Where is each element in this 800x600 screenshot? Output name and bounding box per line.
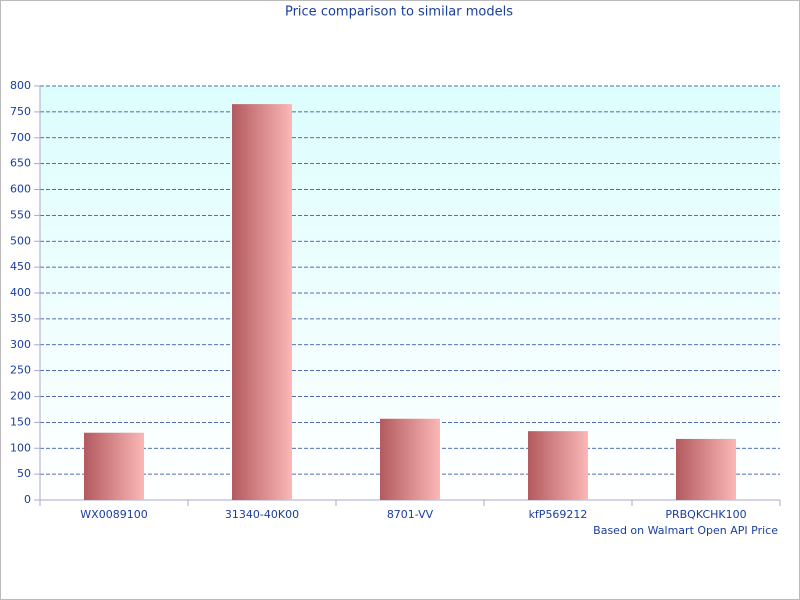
y-tick-label: 800 — [10, 79, 31, 92]
y-tick-label: 450 — [10, 260, 31, 273]
y-tick-label: 750 — [10, 105, 31, 118]
x-tick-label: WX0089100 — [80, 508, 147, 521]
y-tick-label: 650 — [10, 157, 31, 170]
bar — [380, 418, 440, 500]
y-tick-label: 400 — [10, 286, 31, 299]
note: Based on Walmart Open API Price — [593, 524, 778, 537]
y-tick-label: 0 — [24, 493, 31, 506]
bar — [232, 104, 292, 501]
bar — [676, 438, 736, 500]
bar — [84, 432, 144, 500]
y-tick-label: 200 — [10, 390, 31, 403]
y-tick-label: 600 — [10, 183, 31, 196]
y-tick-label: 550 — [10, 208, 31, 221]
y-tick-label: 100 — [10, 441, 31, 454]
x-tick-label: kfP569212 — [529, 508, 588, 521]
y-tick-label: 700 — [10, 131, 31, 144]
x-tick-label: PRBQKCHK100 — [665, 508, 746, 521]
y-tick-label: 150 — [10, 415, 31, 428]
y-tick-label: 300 — [10, 338, 31, 351]
x-tick-label: 8701-VV — [387, 508, 434, 521]
chart-title: Price comparison to similar models — [285, 5, 513, 20]
y-tick-label: 350 — [10, 312, 31, 325]
y-tick-label: 50 — [17, 467, 31, 480]
bar — [528, 431, 588, 500]
y-tick-label: 500 — [10, 234, 31, 247]
x-tick-label: 31340-40K00 — [225, 508, 299, 521]
y-tick-label: 250 — [10, 364, 31, 377]
